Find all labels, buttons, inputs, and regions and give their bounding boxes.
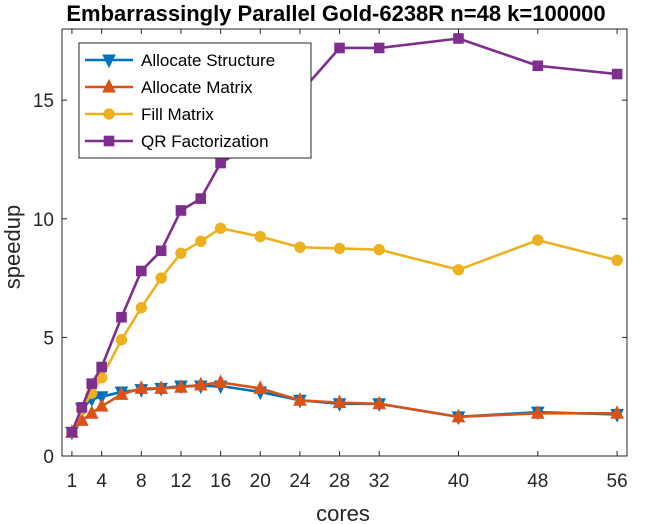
legend-label-allocate-matrix: Allocate Matrix xyxy=(141,78,253,97)
data-point-qr-factorization-6 xyxy=(116,311,127,323)
x-tick-label-40: 40 xyxy=(448,471,469,492)
data-point-fill-matrix-16 xyxy=(214,222,227,234)
data-point-fill-matrix-10 xyxy=(155,272,167,284)
legend-label-allocate-structure: Allocate Structure xyxy=(141,51,275,70)
data-point-allocate-matrix-32 xyxy=(372,395,387,410)
data-point-allocate-matrix-12 xyxy=(174,379,188,393)
data-point-qr-factorization-12 xyxy=(175,205,187,216)
data-point-qr-factorization-16 xyxy=(215,157,226,169)
data-point-fill-matrix-20 xyxy=(254,230,266,243)
data-point-fill-matrix-24 xyxy=(294,241,306,253)
data-point-qr-factorization-10 xyxy=(155,245,167,257)
data-point-qr-factorization-1 xyxy=(66,426,78,438)
x-tick-label-1: 1 xyxy=(67,471,78,492)
legend-label-qr-factorization: QR Factorization xyxy=(141,132,269,151)
data-point-qr-factorization-14 xyxy=(195,193,207,204)
legend-box xyxy=(78,42,312,159)
x-tick-label-16: 16 xyxy=(210,471,231,492)
x-tick-label-48: 48 xyxy=(527,471,548,492)
data-point-allocate-matrix-28 xyxy=(332,394,347,409)
data-point-allocate-matrix-3 xyxy=(84,405,99,419)
legend-label-fill-matrix: Fill Matrix xyxy=(141,105,214,124)
data-point-fill-matrix-56 xyxy=(611,254,623,266)
series-allocate-matrix xyxy=(65,374,624,438)
data-point-fill-matrix-28 xyxy=(333,242,346,255)
legend: Allocate Structure Allocate Matrix Fill Ma… xyxy=(78,42,312,159)
x-tick-label-32: 32 xyxy=(369,471,390,492)
data-point-fill-matrix-12 xyxy=(175,247,187,259)
data-point-allocate-matrix-40 xyxy=(451,408,466,423)
data-point-allocate-matrix-20 xyxy=(253,380,268,394)
x-tick-label-28: 28 xyxy=(329,471,350,492)
data-point-fill-matrix-14 xyxy=(195,235,207,248)
legend-marker-fill-matrix xyxy=(103,108,115,120)
chart-title: Embarrassingly Parallel Gold-6238R n=48 … xyxy=(66,1,605,26)
y-tick-label-5: 5 xyxy=(43,328,54,349)
data-point-qr-factorization-4 xyxy=(96,361,107,373)
x-tick-label-56: 56 xyxy=(607,471,628,492)
data-point-allocate-matrix-8 xyxy=(134,380,149,394)
legend-marker-qr-factorization xyxy=(103,135,115,147)
x-tick-label-20: 20 xyxy=(250,471,271,492)
y-tick-label-10: 10 xyxy=(33,210,54,231)
data-point-fill-matrix-8 xyxy=(135,302,147,314)
data-point-qr-factorization-48 xyxy=(532,60,544,72)
data-point-fill-matrix-32 xyxy=(373,243,385,256)
y-tick-label-0: 0 xyxy=(43,447,54,468)
data-point-fill-matrix-6 xyxy=(115,334,128,346)
x-tick-label-12: 12 xyxy=(170,471,191,492)
data-point-qr-factorization-40 xyxy=(453,33,464,44)
legend-marker-allocate-matrix xyxy=(102,78,116,93)
legend-marker-allocate-structure xyxy=(102,54,116,69)
data-point-qr-factorization-32 xyxy=(373,42,385,54)
x-axis-label: cores xyxy=(316,501,370,524)
data-point-allocate-matrix-16 xyxy=(213,374,228,388)
x-tick-label-24: 24 xyxy=(289,471,311,492)
data-point-qr-factorization-3 xyxy=(86,378,98,389)
data-point-allocate-structure-4 xyxy=(94,391,109,405)
axes-box xyxy=(61,28,628,457)
y-axis-label: speedup xyxy=(0,205,25,289)
data-point-allocate-matrix-48 xyxy=(530,405,545,419)
data-point-allocate-matrix-6 xyxy=(114,386,129,400)
series-qr-factorization xyxy=(66,33,623,438)
series-fill-matrix xyxy=(66,222,623,438)
data-point-allocate-matrix-24 xyxy=(293,392,307,406)
data-point-qr-factorization-28 xyxy=(334,42,345,54)
y-tick-label-15: 15 xyxy=(33,91,54,112)
x-tick-label-4: 4 xyxy=(96,471,107,492)
data-point-fill-matrix-40 xyxy=(452,264,465,276)
data-point-allocate-matrix-14 xyxy=(193,376,208,391)
data-point-allocate-matrix-4 xyxy=(94,398,109,412)
data-point-fill-matrix-48 xyxy=(532,234,544,246)
data-point-qr-factorization-8 xyxy=(135,265,147,277)
data-point-allocate-matrix-10 xyxy=(154,380,168,394)
data-point-qr-factorization-2 xyxy=(76,402,88,413)
data-point-allocate-matrix-56 xyxy=(610,405,624,419)
x-tick-label-8: 8 xyxy=(136,471,147,492)
data-point-qr-factorization-56 xyxy=(611,68,623,80)
